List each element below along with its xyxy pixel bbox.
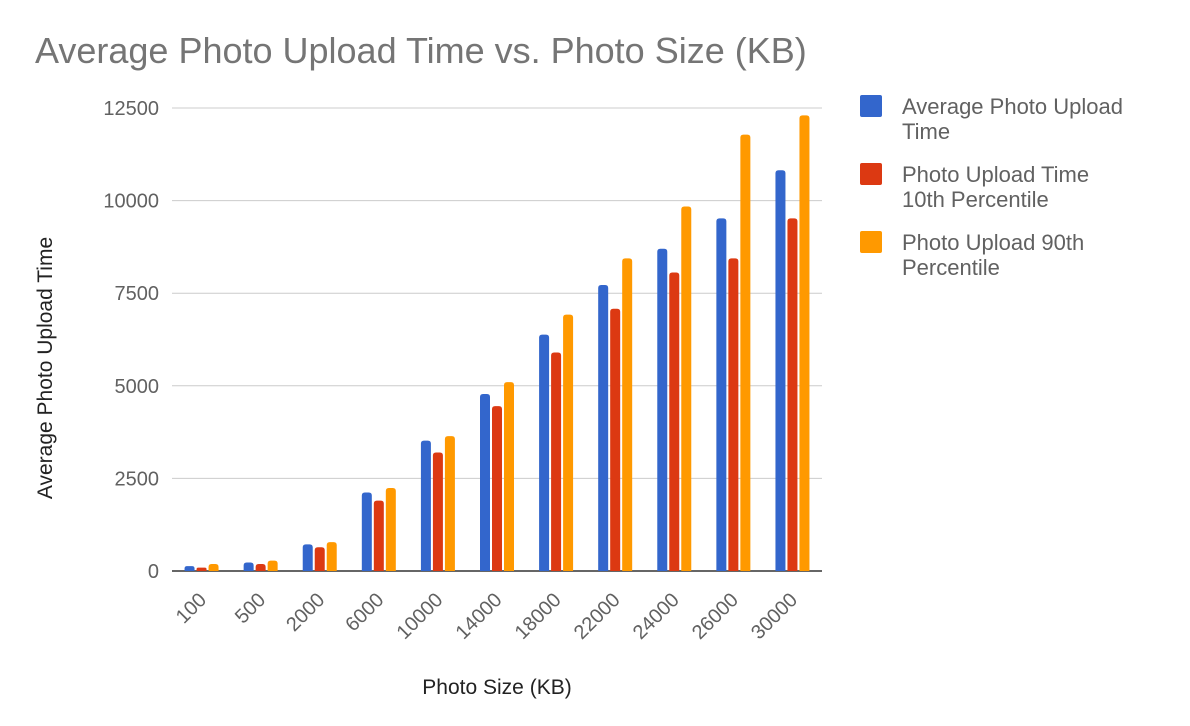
y-tick-label: 0: [148, 561, 159, 583]
bar-3-10000: [444, 436, 455, 571]
bar-3-18000: [563, 314, 574, 571]
x-tick-label: 18000: [511, 589, 566, 644]
bar-3-26000: [740, 134, 751, 571]
bar-1-10000: [420, 440, 431, 571]
x-tick-label: 500: [231, 589, 270, 628]
legend-swatch: [860, 163, 882, 185]
y-tick-label: 2500: [115, 468, 160, 490]
bar-2-6000: [373, 500, 384, 571]
x-tick-label: 26000: [688, 589, 743, 644]
legend-swatch: [860, 231, 882, 253]
y-tick-label: 10000: [103, 191, 159, 213]
bar-3-24000: [681, 206, 692, 571]
bar-2-18000: [551, 352, 562, 571]
bar-3-22000: [622, 258, 633, 571]
x-tick-label: 2000: [282, 589, 329, 636]
bar-2-30000: [787, 218, 798, 571]
y-axis-ticks: 0 2500 5000 7500 10000 12500: [103, 98, 159, 583]
x-tick-label: 24000: [629, 589, 684, 644]
legend-label: Photo Upload Time 10th Percentile: [902, 162, 1089, 212]
bars: [184, 115, 810, 572]
bar-3-6000: [385, 488, 396, 571]
bar-1-500: [243, 562, 254, 571]
legend-item-3: Photo Upload 90th Percentile: [860, 230, 1084, 280]
legend-item-1: Average Photo Upload Time: [860, 94, 1123, 144]
bar-1-2000: [302, 544, 313, 571]
bar-2-2000: [314, 547, 325, 571]
bar-1-22000: [598, 285, 609, 571]
bar-3-100: [208, 563, 219, 571]
bar-3-500: [267, 560, 278, 571]
bar-2-26000: [728, 258, 739, 571]
bar-2-100: [196, 567, 207, 571]
x-axis-label: Photo Size (KB): [422, 676, 571, 699]
bar-3-14000: [504, 382, 514, 571]
bar-2-10000: [432, 452, 443, 571]
bar-2-22000: [610, 308, 621, 571]
bar-1-26000: [716, 218, 727, 571]
x-tick-label: 100: [172, 589, 211, 628]
chart-title: Average Photo Upload Time vs. Photo Size…: [35, 30, 807, 71]
x-tick-label: 14000: [452, 589, 507, 644]
x-tick-label: 10000: [393, 589, 448, 644]
bar-1-100: [184, 566, 195, 571]
y-tick-label: 7500: [115, 283, 160, 305]
x-axis-ticks: 100 500 2000 6000 10000 14000 18000 22000 24000 2…: [172, 589, 802, 644]
bar-2-500: [255, 563, 266, 571]
bar-1-30000: [775, 170, 786, 571]
bar-2-14000: [492, 406, 502, 571]
bar-1-14000: [480, 393, 490, 571]
y-axis-label: Average Photo Upload Time: [34, 237, 57, 499]
legend-label: Average Photo Upload Time: [902, 94, 1123, 144]
bar-1-24000: [657, 248, 668, 571]
x-tick-label: 22000: [570, 589, 625, 644]
y-tick-label: 12500: [103, 98, 159, 120]
legend-swatch: [860, 95, 882, 117]
bar-1-6000: [361, 492, 372, 571]
bar-3-2000: [326, 542, 337, 571]
bar-2-24000: [669, 272, 680, 571]
x-tick-label: 6000: [341, 589, 388, 636]
y-tick-label: 5000: [115, 376, 160, 398]
x-tick-label: 30000: [747, 589, 802, 644]
legend: Average Photo Upload Time Photo Upload Tim…: [860, 94, 1123, 280]
bar-1-18000: [539, 334, 550, 571]
legend-label: Photo Upload 90th Percentile: [902, 230, 1084, 280]
legend-item-2: Photo Upload Time 10th Percentile: [860, 162, 1089, 212]
bar-3-30000: [799, 115, 810, 572]
